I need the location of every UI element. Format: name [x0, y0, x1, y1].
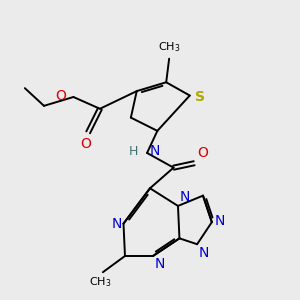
Text: N: N: [150, 145, 160, 158]
Text: N: N: [179, 190, 190, 205]
Text: N: N: [199, 246, 209, 260]
Text: N: N: [215, 214, 225, 228]
Text: O: O: [197, 146, 208, 160]
Text: H: H: [129, 145, 138, 158]
Text: CH$_3$: CH$_3$: [89, 275, 111, 289]
Text: S: S: [195, 90, 205, 104]
Text: N: N: [154, 257, 165, 272]
Text: O: O: [80, 137, 91, 151]
Text: O: O: [55, 88, 66, 103]
Text: CH$_3$: CH$_3$: [158, 40, 180, 54]
Text: N: N: [112, 217, 122, 231]
